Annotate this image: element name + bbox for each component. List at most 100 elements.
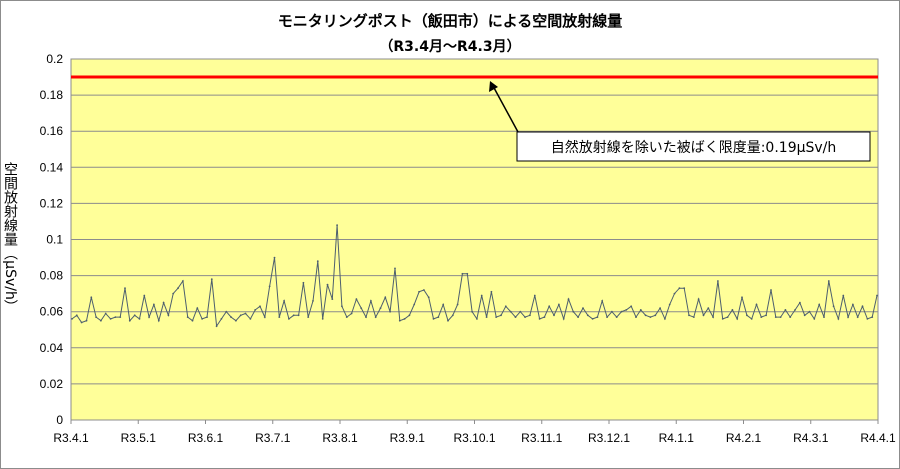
x-tick-label: R3.6.1 [188, 431, 224, 445]
y-tick-label: 0 [56, 413, 63, 427]
data-point [582, 307, 584, 309]
x-tick-label: R4.1.1 [659, 431, 695, 445]
data-point [447, 319, 449, 322]
data-point [471, 310, 473, 313]
data-point [596, 316, 599, 318]
data-point [625, 309, 628, 311]
data-point [389, 310, 391, 313]
data-point [673, 292, 676, 295]
data-point [360, 307, 363, 309]
data-point [374, 316, 377, 318]
annotation-arrow-line [492, 85, 519, 133]
data-point [644, 314, 647, 317]
data-point [808, 310, 811, 313]
x-tick-label: R3.11.1 [521, 431, 562, 445]
data-point [697, 298, 700, 300]
data-point [379, 307, 382, 309]
data-point [196, 307, 199, 309]
data-point [172, 292, 175, 295]
data-point [153, 303, 155, 306]
data-point [143, 294, 146, 297]
data-point [432, 318, 435, 320]
data-point [630, 305, 633, 308]
data-point [403, 318, 406, 320]
data-point [856, 316, 859, 318]
y-tick-label: 0.2 [46, 52, 63, 66]
x-tick-label: R3.7.1 [255, 431, 291, 445]
x-tick-label: R4.4.1 [860, 431, 896, 445]
y-tick-label: 0.08 [40, 269, 64, 283]
data-point [659, 307, 661, 309]
data-point [182, 280, 184, 282]
y-tick-label: 0.14 [40, 160, 64, 174]
data-point [635, 316, 637, 318]
data-point [611, 310, 613, 313]
data-point [615, 316, 618, 318]
data-point [394, 267, 396, 270]
data-point [239, 314, 242, 317]
data-point [799, 301, 801, 304]
data-point [244, 312, 247, 315]
data-point [95, 316, 97, 318]
x-tick-label: R3.10.1 [453, 431, 495, 445]
data-point [712, 316, 714, 318]
y-tick-label: 0.04 [40, 341, 64, 355]
data-point [288, 318, 290, 320]
data-point [654, 314, 657, 317]
series-group [71, 224, 878, 328]
data-point [124, 287, 126, 290]
annotation-text: 自然放射線を除いた被ばく限度量:0.19μSv/h [551, 139, 837, 156]
data-point [370, 300, 372, 302]
data-point [524, 316, 526, 318]
data-point [191, 319, 194, 322]
data-point [345, 316, 348, 318]
data-point [71, 318, 73, 320]
data-point [85, 319, 88, 322]
y-axis-label: 空間放射線量（μSv/h） [2, 162, 18, 314]
data-point [692, 316, 695, 318]
data-point [591, 318, 594, 320]
data-point [268, 285, 271, 288]
data-point [818, 303, 821, 306]
data-point [466, 272, 469, 275]
annotation-arrow-head [489, 81, 498, 92]
data-point [832, 305, 835, 308]
data-point [861, 305, 864, 308]
data-point [514, 316, 517, 318]
data-point [553, 314, 555, 317]
data-point [678, 287, 681, 290]
data-point [341, 305, 343, 308]
data-point [249, 318, 252, 320]
data-point [837, 318, 840, 320]
data-point [442, 303, 445, 306]
data-point [321, 318, 324, 320]
data-point [384, 296, 387, 299]
data-point [157, 319, 160, 322]
data-point [225, 310, 228, 313]
data-point [639, 309, 642, 311]
data-point [601, 300, 604, 302]
data-point [866, 318, 869, 320]
data-point [133, 314, 136, 317]
data-point [292, 314, 295, 317]
data-point [302, 281, 305, 284]
y-tick-label: 0.1 [46, 233, 63, 247]
data-point [803, 314, 806, 317]
data-point [128, 319, 131, 322]
data-point [562, 318, 565, 320]
data-point [871, 316, 874, 318]
data-point [456, 303, 459, 306]
data-point [794, 309, 796, 311]
data-point [789, 316, 792, 318]
y-tick-label: 0.06 [40, 305, 64, 319]
data-point [774, 316, 777, 318]
data-point [80, 321, 83, 324]
data-point [558, 303, 560, 306]
annotation-callout: 自然放射線を除いた被ばく限度量:0.19μSv/h [489, 81, 871, 162]
data-point [75, 314, 78, 317]
data-point [365, 316, 367, 318]
data-point [572, 310, 575, 313]
data-point [668, 303, 671, 306]
data-point [842, 294, 845, 297]
data-point [177, 287, 179, 290]
